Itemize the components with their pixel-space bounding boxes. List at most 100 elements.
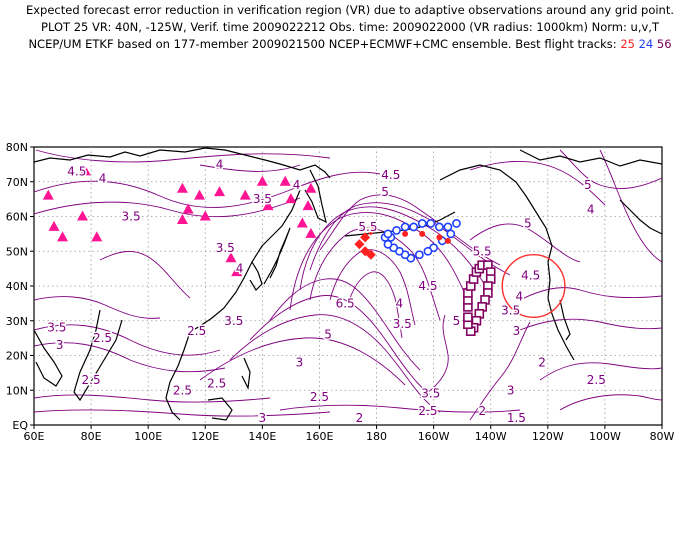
contour-label: 4 <box>587 203 595 217</box>
contour-label: 3.5 <box>47 321 66 335</box>
contour-label: 4.5 <box>381 168 400 182</box>
coastline-china-coast <box>189 189 301 333</box>
title-line-3: NCEP/UM ETKF based on 177-member 2009021… <box>0 36 700 53</box>
contour-line <box>559 394 662 411</box>
contour-label: 5 <box>584 178 592 192</box>
contour-label: 2 <box>478 404 486 418</box>
contour-line <box>279 404 521 413</box>
contour-label: 3.5 <box>122 210 141 224</box>
blue-track-circle <box>409 222 419 232</box>
contour-labels: 4.5 443.53.543.544.555.55.55544.543.534.5… <box>46 156 608 425</box>
observation-triangle <box>231 266 243 277</box>
red-track-diamond <box>365 225 376 236</box>
contour-label: 4 <box>99 171 107 185</box>
contour-label: 4.5 <box>67 164 86 178</box>
coastline-kamchatka <box>304 169 327 224</box>
blue-track-circle <box>417 219 427 228</box>
coastline-arabia <box>34 329 63 387</box>
observation-triangle <box>225 252 237 263</box>
contour-label: 3 <box>507 383 515 397</box>
contour-label: 3 <box>56 338 64 352</box>
x-tick-label: 140E <box>248 430 276 443</box>
y-tick-label: 80N <box>6 141 28 154</box>
blue-track-circle <box>434 222 444 232</box>
observation-triangle <box>176 213 188 224</box>
coastline-philippines <box>241 357 251 391</box>
y-tick-label: 50N <box>6 245 28 258</box>
contour-label: 3.5 <box>253 192 272 206</box>
observation-triangle <box>305 182 317 193</box>
blue-track-circle <box>392 225 401 235</box>
chart-title-block: Expected forecast error reduction in ver… <box>0 2 700 53</box>
contour-line <box>34 394 271 403</box>
verification-region <box>501 253 566 319</box>
title-line-1: Expected forecast error reduction in ver… <box>25 3 675 17</box>
track-label: 56 <box>656 37 672 51</box>
track-label: 25 <box>620 37 639 51</box>
y-tick-label: 30N <box>6 315 28 328</box>
contour-line <box>309 202 511 276</box>
contour-label: 4 <box>216 157 224 171</box>
observation-triangle <box>256 175 268 186</box>
x-tick-label: 60E <box>24 430 45 443</box>
contour-label: 2.5 <box>418 404 437 418</box>
observation-triangle <box>302 200 314 211</box>
contour-label: 4 <box>293 178 301 192</box>
red-track-dot <box>436 234 443 241</box>
track-label: 24 <box>638 37 657 51</box>
contour-label: 5 <box>324 328 332 342</box>
observation-triangles <box>42 165 317 277</box>
observation-triangle <box>77 210 89 221</box>
contour-label: 4 <box>236 262 244 276</box>
contour-line <box>469 161 606 206</box>
contour-label: 2.5 <box>187 324 206 338</box>
coastline-japan <box>263 227 291 285</box>
red-track-diamond <box>360 232 371 243</box>
observation-triangle <box>194 189 206 200</box>
contour-line <box>599 149 662 263</box>
contour-label: 4.5 <box>418 279 437 293</box>
red-track-diamond <box>354 239 365 250</box>
contour-label: 3.5 <box>501 303 520 317</box>
observation-triangle <box>182 203 194 214</box>
contour-line <box>269 278 421 371</box>
title-line-2: PLOT 25 VR: 40N, -125W, Verif. time 2009… <box>41 20 659 34</box>
blue-track-circle <box>400 222 410 232</box>
blue-track-circle <box>423 246 433 256</box>
contour-label: 2.5 <box>207 376 226 390</box>
coastline-borneo <box>207 397 233 421</box>
contour-label: 3.5 <box>216 241 235 255</box>
observation-triangle <box>285 193 297 204</box>
contour-label: 2.5 <box>310 390 329 404</box>
x-tick-label: 100W <box>589 430 621 443</box>
blue-track-circle <box>452 219 461 228</box>
y-tick-label: 40N <box>6 280 28 293</box>
purple-track-square <box>463 312 473 323</box>
contour-label: 3.5 <box>393 317 412 331</box>
x-tick-label: 160E <box>305 430 333 443</box>
x-tick-label: 180 <box>366 430 387 443</box>
contour-line <box>349 271 403 339</box>
observation-triangle <box>176 182 188 193</box>
y-tick-label: 60N <box>6 211 28 224</box>
y-tick-label: EQ <box>12 419 28 432</box>
blue-track-circle <box>446 229 456 239</box>
contour-line <box>34 296 161 319</box>
x-tick-label: 120E <box>191 430 219 443</box>
contour-line <box>309 227 441 321</box>
contour-line <box>199 337 406 386</box>
contour-label: 3 <box>296 355 304 369</box>
contour-label: 6.5 <box>336 296 355 310</box>
contour-line <box>419 314 449 399</box>
contour-label: 2.5 <box>93 331 112 345</box>
contour-line <box>469 321 531 421</box>
red-track-dot <box>419 230 426 237</box>
blue-track-circle <box>443 222 453 232</box>
contour-line <box>34 324 221 356</box>
contour-label: 4 <box>396 296 404 310</box>
coastline-alaska <box>439 164 553 263</box>
observation-triangle <box>214 186 226 197</box>
red-track-dot <box>402 230 409 237</box>
flight-tracks <box>354 219 496 336</box>
x-tick-label: 80W <box>650 430 675 443</box>
